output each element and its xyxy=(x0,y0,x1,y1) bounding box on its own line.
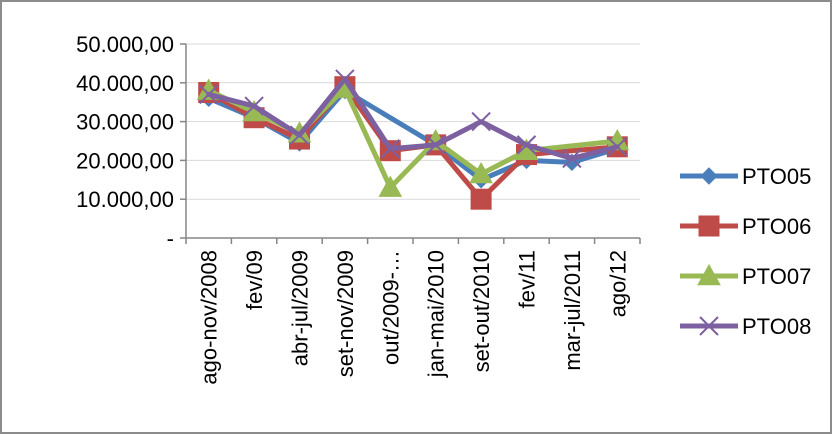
x-tick-label: set-out/2010 xyxy=(469,250,494,372)
data-point-pto07 xyxy=(605,128,630,151)
data-point-pto07 xyxy=(378,175,403,197)
legend-label: PTO07 xyxy=(742,264,811,289)
y-tick-label: - xyxy=(167,226,174,251)
y-tick-label: 20.000,00 xyxy=(76,148,174,173)
x-tick-label: ago/12 xyxy=(605,250,630,317)
plot-area: - 10.000,00 20.000,00 30.000,00 40.000,00 50.… xyxy=(76,32,641,385)
legend-marker xyxy=(697,263,721,286)
data-point-pto07 xyxy=(469,161,493,184)
legend-label: PTO08 xyxy=(742,314,811,339)
legend-marker xyxy=(699,316,719,336)
x-tick-label: jan-mai/2010 xyxy=(424,250,449,378)
marker-stroke xyxy=(289,125,310,145)
data-point-pto08 xyxy=(471,111,491,132)
marker-stroke xyxy=(471,111,491,132)
marker-stroke xyxy=(607,137,628,157)
legend-label: PTO06 xyxy=(742,214,811,239)
data-point-pto08 xyxy=(562,148,582,169)
legend-item-pto05: PTO05 xyxy=(680,164,811,189)
marker-stroke xyxy=(562,148,582,169)
marker-stroke xyxy=(699,316,719,336)
x-tick-label: fev/09 xyxy=(242,250,267,310)
data-point-pto08 xyxy=(289,125,310,145)
legend: PTO05 PTO06 PTO07 PTO08 xyxy=(680,164,811,339)
y-tick-label: 10.000,00 xyxy=(76,187,174,212)
data-point-pto08 xyxy=(380,139,401,159)
x-tick-label: abr-jul/2009 xyxy=(288,250,313,366)
x-tick-label: out/2009-… xyxy=(378,250,403,365)
y-tick-label: 40.000,00 xyxy=(76,71,174,96)
y-tick-label: 50.000,00 xyxy=(76,32,174,57)
legend-marker xyxy=(700,167,718,185)
legend-label: PTO05 xyxy=(742,164,811,189)
data-point-pto06 xyxy=(470,188,492,210)
data-point-pto08 xyxy=(244,96,264,116)
x-tick-label: mar-jul/2011 xyxy=(560,250,585,371)
marker-stroke xyxy=(425,135,446,155)
data-point-pto08 xyxy=(198,84,219,105)
data-point-pto08 xyxy=(516,135,537,155)
x-tick-label: ago-nov/2008 xyxy=(197,250,222,385)
data-point-pto08 xyxy=(425,135,446,155)
series-line-pto08 xyxy=(206,76,620,161)
marker-stroke xyxy=(335,69,355,89)
legend-item-pto08: PTO08 xyxy=(680,314,811,339)
data-point-pto08 xyxy=(335,69,355,89)
legend-item-pto07: PTO07 xyxy=(680,263,811,289)
marker-stroke xyxy=(198,84,219,105)
x-tick-label: set-nov/2009 xyxy=(333,250,358,377)
marker-stroke xyxy=(380,139,401,159)
data-point-pto08 xyxy=(607,137,628,157)
legend-item-pto06: PTO06 xyxy=(680,214,811,239)
marker-stroke xyxy=(244,96,264,116)
legend-marker xyxy=(698,215,720,237)
y-tick-label: 30.000,00 xyxy=(76,110,174,135)
marker-stroke xyxy=(516,135,537,155)
x-tick-label: fev/11 xyxy=(515,250,540,308)
